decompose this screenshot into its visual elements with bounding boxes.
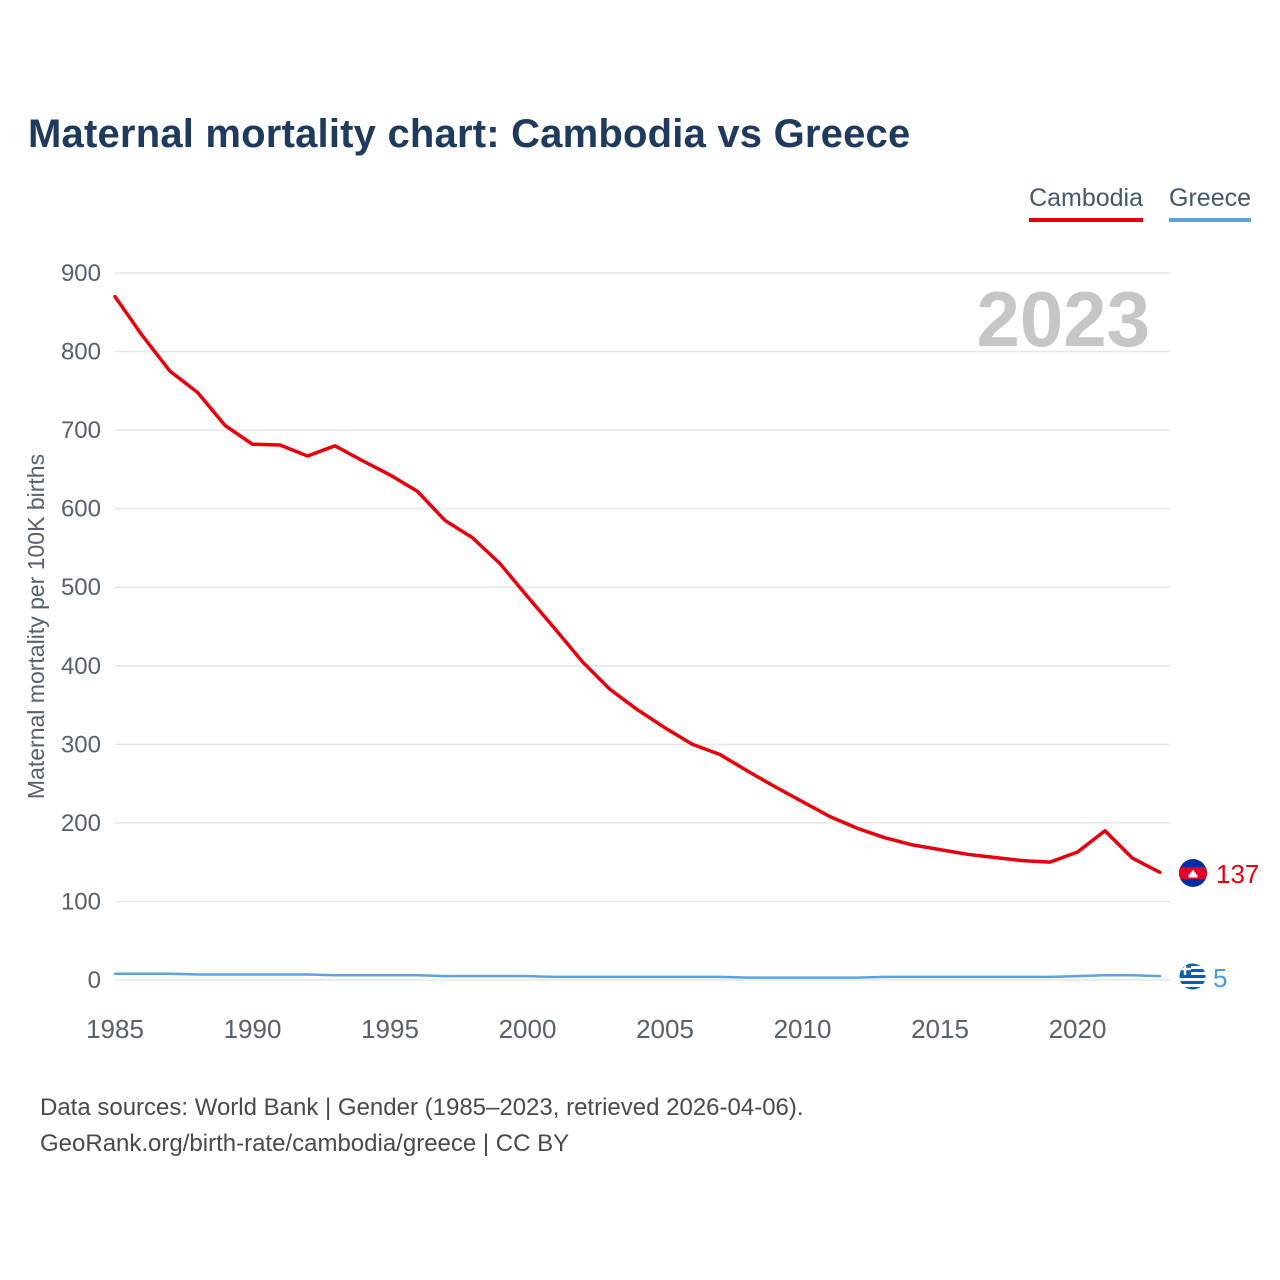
- svg-text:1985: 1985: [86, 1014, 144, 1044]
- svg-text:0: 0: [88, 967, 101, 994]
- greece-flag-icon: [1179, 963, 1206, 990]
- footer-sources: Data sources: World Bank | Gender (1985–…: [40, 1094, 804, 1121]
- page-title: Maternal mortality chart: Cambodia vs Gr…: [28, 112, 911, 156]
- legend-label-greece: Greece: [1169, 184, 1251, 212]
- svg-text:900: 900: [61, 260, 101, 287]
- svg-text:1995: 1995: [361, 1014, 419, 1044]
- greece-end-value: 5: [1213, 963, 1228, 993]
- legend: Cambodia Greece: [1029, 184, 1251, 222]
- cambodia-flag-icon: [1179, 859, 1207, 887]
- svg-text:200: 200: [61, 810, 101, 837]
- svg-text:2010: 2010: [774, 1014, 832, 1044]
- svg-text:2015: 2015: [911, 1014, 969, 1044]
- svg-text:800: 800: [61, 339, 101, 366]
- footer-attribution: GeoRank.org/birth-rate/cambodia/greece |…: [40, 1130, 570, 1157]
- legend-label-cambodia: Cambodia: [1029, 184, 1144, 212]
- svg-text:2000: 2000: [499, 1014, 557, 1044]
- svg-text:Maternal mortality per 100K bi: Maternal mortality per 100K births: [23, 454, 49, 799]
- svg-text:600: 600: [61, 496, 101, 523]
- svg-text:1990: 1990: [224, 1014, 282, 1044]
- svg-text:300: 300: [61, 731, 101, 758]
- cambodia-end-value: 137: [1216, 859, 1260, 889]
- svg-text:2020: 2020: [1049, 1014, 1107, 1044]
- svg-text:2005: 2005: [636, 1014, 694, 1044]
- legend-item-cambodia[interactable]: Cambodia: [1029, 184, 1144, 222]
- year-watermark: 2023: [976, 275, 1150, 363]
- svg-text:500: 500: [61, 574, 101, 601]
- svg-text:400: 400: [61, 653, 101, 680]
- svg-text:700: 700: [61, 417, 101, 444]
- legend-item-greece[interactable]: Greece: [1169, 184, 1251, 222]
- footer: Data sources: World Bank | Gender (1985–…: [40, 1090, 804, 1162]
- svg-text:100: 100: [61, 888, 101, 915]
